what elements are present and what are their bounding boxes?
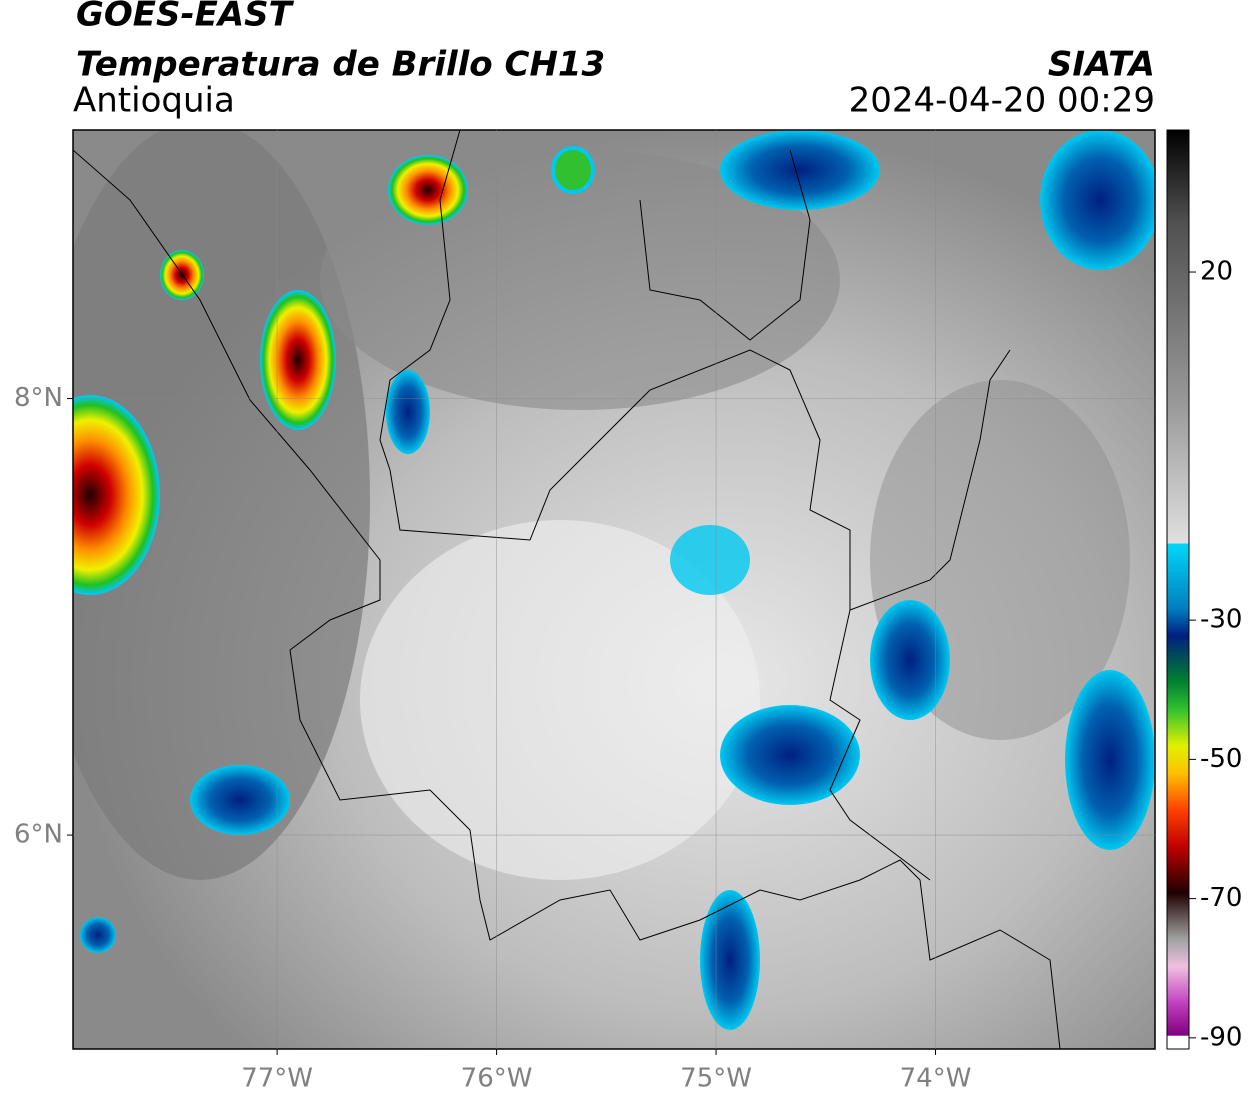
colorbar-tick-label: -30 [1200, 605, 1242, 635]
colorbar-tick-label: -70 [1200, 883, 1242, 913]
colorbar [1166, 129, 1190, 1050]
y-tick-label: 8°N [14, 383, 63, 413]
map-frame [72, 129, 1156, 1050]
x-tick-label: 74°W [900, 1064, 972, 1094]
x-tick-label: 76°W [461, 1064, 533, 1094]
title: GOES-EAST [76, 0, 295, 35]
subtitle: Temperatura de Brillo CH13 [76, 45, 605, 85]
region: Antioquia [73, 81, 235, 121]
colorbar-tick-label: -90 [1200, 1022, 1242, 1052]
y-tick-label: 6°N [14, 820, 63, 850]
satellite-image [73, 130, 1155, 1049]
x-tick-label: 77°W [241, 1064, 313, 1094]
datetime: 2024-04-20 00:29 [849, 81, 1155, 121]
source: SIATA [1048, 45, 1155, 85]
colorbar-tick-label: 20 [1200, 257, 1233, 287]
x-tick-label: 75°W [680, 1064, 752, 1094]
colorbar-tick-label: -50 [1200, 744, 1242, 774]
